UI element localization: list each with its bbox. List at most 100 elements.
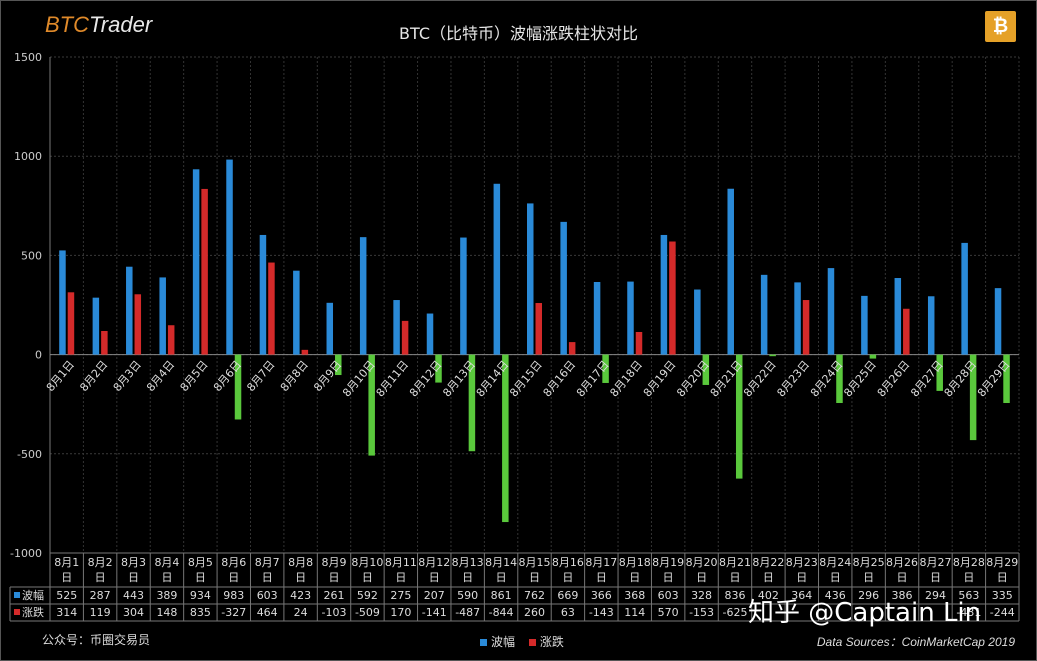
legend-item-range: 波幅 — [480, 635, 515, 649]
table-cell-range: 983 — [223, 589, 244, 602]
table-cell-range: 590 — [457, 589, 478, 602]
brand-trader: Trader — [89, 12, 153, 37]
table-cell-range: 207 — [424, 589, 445, 602]
bar-range — [627, 281, 634, 355]
bar-change — [435, 354, 442, 383]
bar-change — [167, 325, 175, 355]
x-tick-label: 8月22日 — [741, 358, 779, 399]
x-tick-label: 8月7日 — [244, 358, 277, 394]
chart-title: BTC（比特币）波幅涨跌柱状对比 — [399, 24, 638, 43]
table-header: 8月14 — [485, 556, 517, 569]
table-cell-change: 63 — [561, 606, 575, 619]
table-swatch-change — [14, 609, 20, 615]
legend-label-range: 波幅 — [491, 635, 516, 649]
table-cell-change: -487 — [455, 606, 480, 619]
bar-change — [502, 354, 509, 523]
table-cell-change: 114 — [624, 606, 645, 619]
bar-change — [869, 354, 877, 359]
table-cell-range: 423 — [290, 589, 311, 602]
bar-range — [126, 266, 133, 355]
table-header: 8月10 — [351, 556, 383, 569]
bar-change — [468, 354, 476, 452]
table-header: 日 — [596, 571, 607, 584]
table-cell-change: 170 — [390, 606, 411, 619]
x-tick-label: 8月19日 — [641, 358, 679, 399]
table-cell-change: 304 — [123, 606, 144, 619]
table-cell-range: 261 — [324, 589, 345, 602]
x-tick-label: 8月1日 — [44, 358, 77, 394]
table-header: 8月22 — [752, 556, 784, 569]
bar-change — [335, 354, 342, 376]
table-cell-range: 563 — [958, 589, 979, 602]
bar-change — [669, 241, 676, 355]
table-cell-change: 24 — [294, 606, 308, 619]
table-header: 日 — [128, 571, 139, 584]
bar-change — [201, 188, 208, 355]
bar-range — [359, 237, 367, 355]
table-header: 8月17 — [585, 556, 617, 569]
x-tick-label: 8月9日 — [311, 358, 344, 394]
x-tick-label: 8月3日 — [111, 358, 144, 394]
table-cell-change: -844 — [489, 606, 514, 619]
bar-change — [903, 308, 910, 355]
y-tick-label: 1500 — [14, 51, 42, 64]
table-header: 8月6 — [221, 556, 246, 569]
x-tick-label: 8月26日 — [875, 358, 913, 399]
bar-change — [101, 330, 108, 355]
table-header: 8月12 — [418, 556, 450, 569]
table-header: 日 — [228, 571, 239, 584]
bar-range — [727, 188, 734, 355]
bar-range — [794, 282, 801, 355]
bar-change — [234, 354, 242, 420]
brand-btc: BTC — [45, 12, 89, 37]
table-cell-range: 364 — [791, 589, 812, 602]
table-cell-range: 592 — [357, 589, 378, 602]
x-tick-label: 8月18日 — [607, 358, 645, 399]
table-cell-range: 386 — [892, 589, 913, 602]
table-header: 日 — [897, 571, 908, 584]
bar-range — [560, 221, 567, 355]
table-header: 日 — [963, 571, 974, 584]
table-header: 8月24 — [819, 556, 851, 569]
legend-label-change: 涨跌 — [539, 635, 564, 649]
legend: 波幅 涨跌 — [480, 633, 574, 650]
bar-range — [226, 159, 233, 355]
table-header: 日 — [796, 571, 807, 584]
table-header: 日 — [663, 571, 674, 584]
table-row-label-change: 涨跌 — [22, 605, 44, 619]
table-cell-change: 464 — [257, 606, 278, 619]
table-header: 8月7 — [255, 556, 280, 569]
table-cell-change: -625 — [722, 606, 747, 619]
table-header: 8月5 — [188, 556, 213, 569]
table-cell-change: 148 — [156, 606, 177, 619]
table-cell-change: -431 — [956, 606, 981, 619]
x-tick-label: 8月5日 — [178, 358, 211, 394]
table-cell-range: 603 — [658, 589, 679, 602]
bar-range — [293, 270, 300, 355]
table-header: 日 — [429, 571, 440, 584]
brand-logo: BTCTrader — [45, 12, 152, 38]
table-cell-range: 934 — [190, 589, 211, 602]
bitcoin-icon: ₿ — [985, 11, 1016, 42]
table-cell-change: -153 — [689, 606, 714, 619]
table-cell-range: 443 — [123, 589, 144, 602]
table-cell-range: 389 — [156, 589, 177, 602]
table-cell-range: 328 — [691, 589, 712, 602]
table-header: 8月21 — [719, 556, 751, 569]
bar-range — [827, 268, 835, 355]
table-header: 8月20 — [686, 556, 718, 569]
bar-range — [527, 203, 534, 355]
table-cell-range: 294 — [925, 589, 946, 602]
table-cell-change: -103 — [322, 606, 347, 619]
bar-range — [259, 234, 267, 355]
y-tick-label: -1000 — [10, 547, 42, 560]
bar-change — [602, 354, 609, 383]
x-tick-label: 8月15日 — [507, 358, 545, 399]
x-tick-label: 8月16日 — [541, 358, 579, 399]
bar-range — [192, 169, 200, 355]
table-cell-range: 436 — [825, 589, 846, 602]
table-cell-range: 296 — [858, 589, 879, 602]
bar-range — [694, 289, 701, 355]
table-cell-range: 861 — [491, 589, 512, 602]
